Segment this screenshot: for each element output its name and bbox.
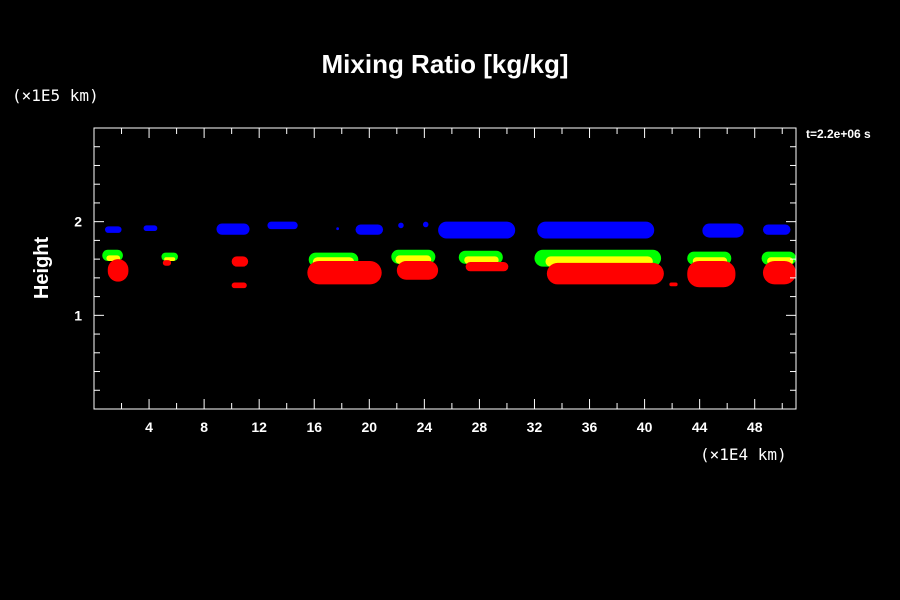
contour-blob-level0-11 (762, 224, 791, 235)
x-tick-label: 48 (747, 419, 763, 435)
contour-fill-layer (102, 221, 796, 289)
x-tick-label: 16 (306, 419, 322, 435)
contour-blob-level3-0 (107, 259, 129, 282)
contour-blob-level3-9 (687, 261, 736, 288)
x-tick-label: 40 (637, 419, 653, 435)
x-tick-label: 8 (200, 419, 208, 435)
axis-ticks (94, 128, 796, 409)
contour-blob-level3-10 (762, 261, 796, 285)
x-tick-label: 36 (582, 419, 598, 435)
x-tick-label: 28 (472, 419, 488, 435)
x-tick-label: 12 (251, 419, 267, 435)
contour-blob-level3-5 (396, 261, 439, 280)
x-tick-label: 24 (417, 419, 433, 435)
contour-blob-level0-2 (216, 223, 250, 235)
contour-blob-level3-1 (162, 260, 172, 266)
y-tick-label: 2 (74, 214, 82, 230)
chart-title: Mixing Ratio [kg/kg] (322, 49, 569, 79)
contour-blob-level0-6 (398, 222, 404, 229)
x-tick-label: 20 (362, 419, 378, 435)
contour-blob-level3-6 (465, 261, 509, 272)
x-tick-label: 44 (692, 419, 708, 435)
y-tick-label: 1 (74, 307, 82, 323)
contour-blob-level0-9 (537, 221, 655, 239)
contour-blob-level0-4 (336, 227, 340, 231)
contour-blob-level0-5 (355, 224, 384, 235)
y-axis-label: Height (31, 237, 53, 300)
contour-blob-level0-0 (105, 226, 122, 233)
contour-blob-level3-4 (307, 261, 382, 285)
contour-blob-level3-7 (546, 262, 664, 285)
contour-blob-level3-3 (231, 282, 247, 289)
contour-blob-level3-8 (669, 282, 678, 287)
contour-blob-level0-8 (438, 221, 516, 239)
contour-blob-level0-1 (143, 225, 158, 232)
x-tick-label: 4 (145, 419, 153, 435)
contour-blob-level0-7 (422, 221, 429, 228)
x-unit-label: (×1E4 km) (700, 445, 787, 464)
contour-blob-level0-3 (267, 221, 298, 230)
y-unit-label: (×1E5 km) (12, 86, 99, 105)
contour-blob-level0-10 (702, 223, 744, 238)
plot-frame (93, 127, 797, 410)
time-label: t=2.2e+06 s (806, 127, 871, 141)
contour-blob-level3-2 (231, 256, 249, 267)
x-tick-label: 32 (527, 419, 543, 435)
